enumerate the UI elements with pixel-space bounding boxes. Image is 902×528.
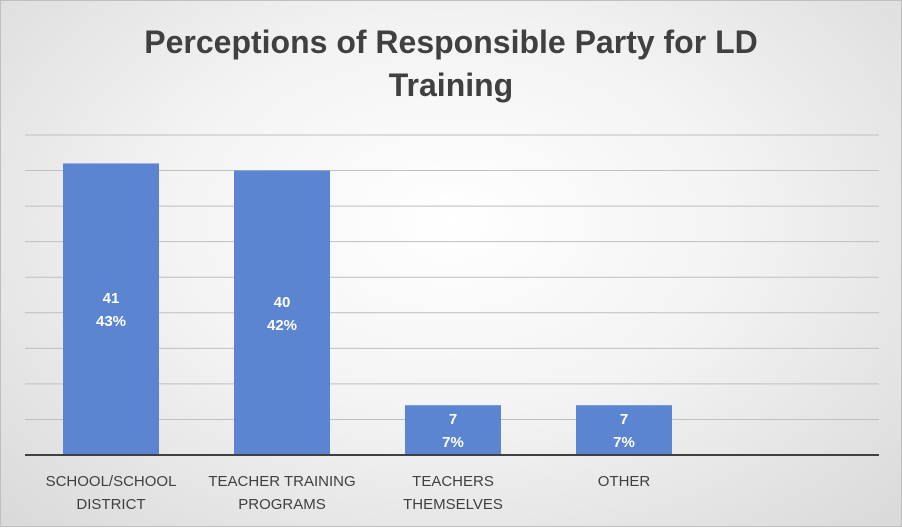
chart-title-line-1: Perceptions of Responsible Party for LD [144, 24, 758, 60]
x-tick-label: TEACHERS [412, 473, 494, 490]
bar [576, 405, 672, 455]
data-label-value: 7 [449, 411, 457, 428]
x-tick-label: DISTRICT [76, 496, 145, 513]
chart-title: Perceptions of Responsible Party for LD … [1, 21, 901, 107]
x-tick-label: OTHER [598, 473, 651, 490]
data-label-percent: 43% [96, 313, 126, 330]
x-tick-label: PROGRAMS [238, 496, 326, 513]
x-tick-label: TEACHER TRAINING [208, 473, 355, 490]
data-label-percent: 7% [442, 434, 464, 451]
chart-title-line-2: Training [388, 67, 514, 103]
x-tick-label: THEMSELVES [403, 496, 503, 513]
bar [234, 170, 330, 456]
x-tick-label: SCHOOL/SCHOOL [46, 473, 177, 490]
data-label-value: 41 [103, 290, 120, 307]
data-label-value: 40 [274, 294, 291, 311]
data-label-percent: 7% [613, 434, 635, 451]
data-label-percent: 42% [267, 317, 297, 334]
bar [63, 163, 159, 455]
bar [405, 405, 501, 455]
data-label-value: 7 [620, 411, 628, 428]
